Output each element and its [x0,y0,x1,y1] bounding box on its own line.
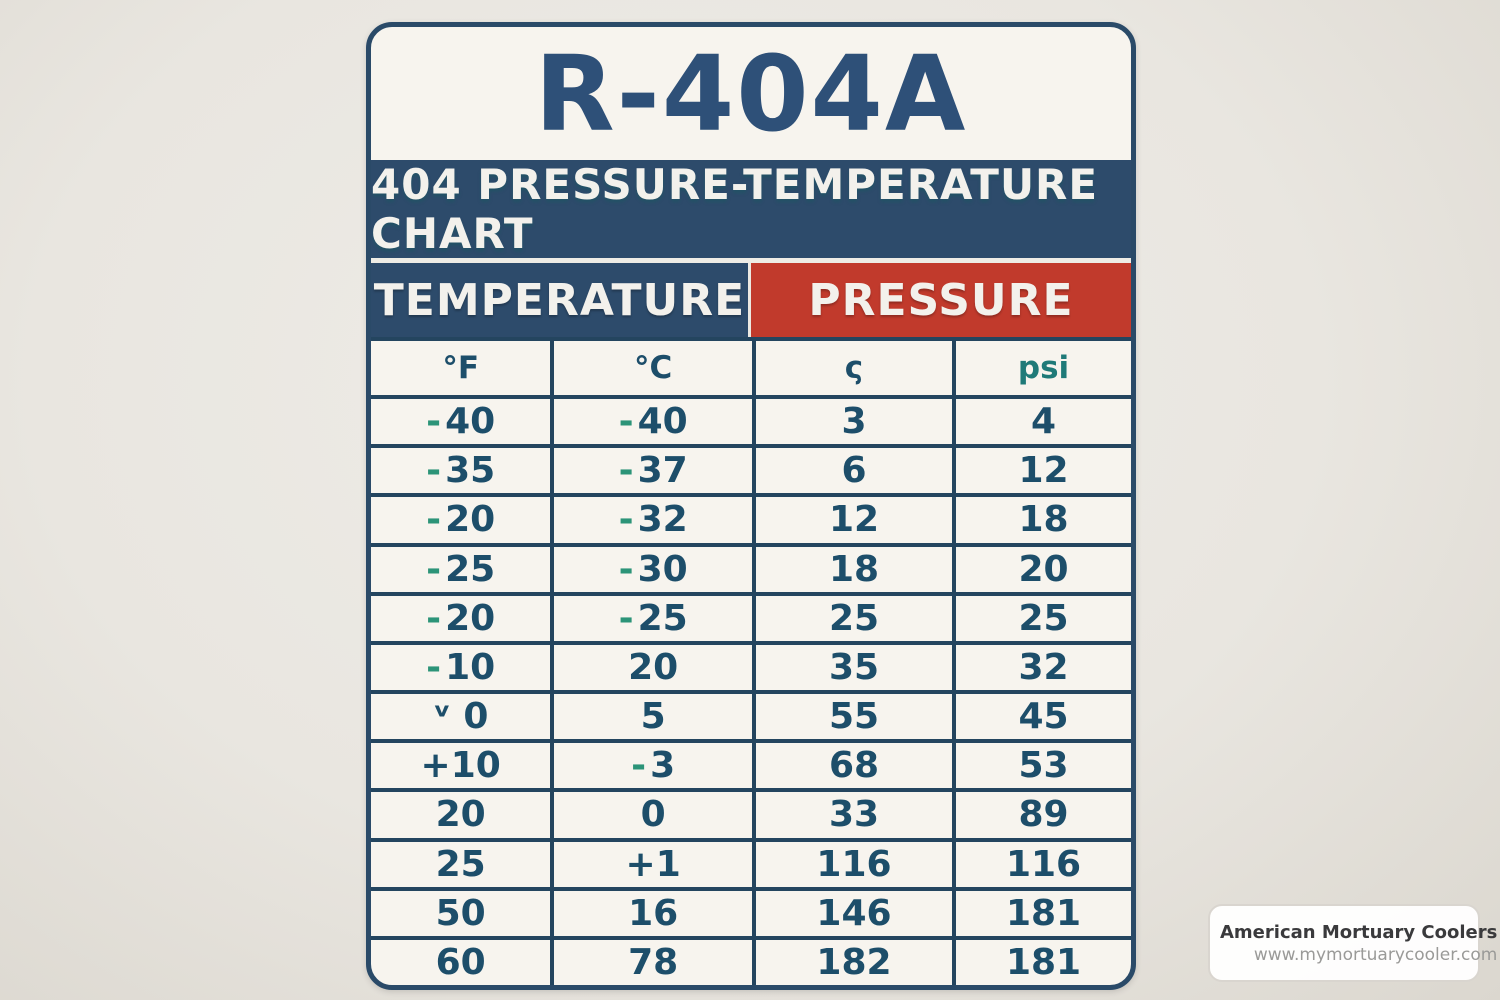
table-cell: 50 [435,892,486,934]
pt-table: °F °C ς psi -40-40 3 4-35-37 6 12-20-32 12 18-… [371,337,1131,985]
table-row: 20 0 33 89 [371,788,1131,838]
table-cell: 12 [751,497,952,543]
table-cell: -30 [550,546,752,592]
table-cell: 0 [550,792,752,838]
table-cell: 146 [751,890,952,936]
table-cell: 60 [435,941,486,983]
table-cell: 20 [550,644,752,691]
table-cell: 116 [751,841,952,887]
group-header-row: TEMPERATURE PRESSURE [371,263,1131,337]
table-cell: 5 [550,694,752,740]
table-cell: 68 [751,743,952,789]
table-cell: 181 [952,890,1131,936]
table-cell: 25 [751,595,952,641]
watermark-website-url: www.mymortuarycooler.com [1253,944,1498,965]
table-cell: 33 [751,792,952,838]
watermark-badge: American Mortuary Coolers www.mymortuary… [1208,904,1497,982]
table-cell: 4 [952,399,1131,445]
table-cell: -3 [550,743,752,789]
table-cell: 18 [952,497,1131,543]
table-cell: 53 [952,743,1131,789]
table-cell: 20 [952,546,1131,592]
column-header-c: °C [550,341,752,395]
table-cell: +10 [420,745,501,787]
table-cell: +1 [550,841,752,887]
table-cell: 182 [751,939,952,985]
table-cell: -40 [426,401,496,443]
table-row: -10 20 35 32 [371,640,1131,691]
table-cell: -10 [426,646,496,688]
table-cell: 6 [751,448,952,494]
table-cell: 12 [952,448,1131,494]
table-row: -40-40 3 4 [371,395,1131,445]
watermark-text: American Mortuary Coolers www.mymortuary… [1220,922,1497,965]
pressure-group-header: PRESSURE [747,263,1131,337]
table-cell: -32 [550,497,752,543]
table-row: -20 -32 12 18 [371,493,1131,543]
table-cell: 20 [435,794,486,836]
chart-subtitle: 404 PRESSURE-TEMPERATURE CHART [371,160,1099,258]
table-cell: 25 [952,595,1131,641]
table-cell: -25 [550,595,752,641]
table-row: 25 +1 116 116 [371,837,1131,887]
table-row: +10 -3 68 53 [371,739,1131,789]
table-cell: 78 [550,939,752,985]
temperature-group-header: TEMPERATURE [371,263,748,337]
table-cell: 181 [952,939,1131,985]
table-cell: 55 [751,694,952,740]
table-cell: -40 [550,399,752,445]
table-cell: 35 [751,644,952,691]
table-cell: 32 [952,644,1131,691]
table-cell: 18 [751,546,952,592]
column-header-row: °F °C ς psi [371,337,1131,395]
title-area: R-404A [371,27,1131,160]
table-cell: -25 [426,548,496,590]
table-cell: 45 [952,694,1131,740]
table-cell: 116 [952,841,1131,887]
table-cell: 3 [751,399,952,445]
table-cell: -35 [426,450,496,492]
table-row: ᵛ 0 5 55 45 [371,690,1131,740]
table-row: 50 16 146 181 [371,886,1131,936]
subtitle-bar: 404 PRESSURE-TEMPERATURE CHART [371,160,1131,263]
table-cell: -20 [426,499,496,541]
table-cell: 16 [550,890,752,936]
table-cell: -20 [426,597,496,639]
watermark-company-name: American Mortuary Coolers [1220,921,1498,943]
table-cell: 89 [952,792,1131,838]
table-cell: 25 [435,843,486,885]
table-cell: -37 [550,448,752,494]
table-row: -20-25 25 25 [371,591,1131,641]
table-row: -35 -37 6 12 [371,444,1131,494]
column-header-psi: psi [952,341,1131,395]
table-row: -25 -30 18 20 [371,542,1131,592]
refrigerant-title: R-404A [534,32,968,155]
table-cell: ᵛ 0 [432,696,489,738]
table-row: 60 78 182 181 [371,935,1131,985]
column-header-sigma: ς [751,341,952,395]
pt-chart-card: R-404A 404 PRESSURE-TEMPERATURE CHART TE… [366,22,1136,990]
column-header-f: °F [442,350,480,386]
